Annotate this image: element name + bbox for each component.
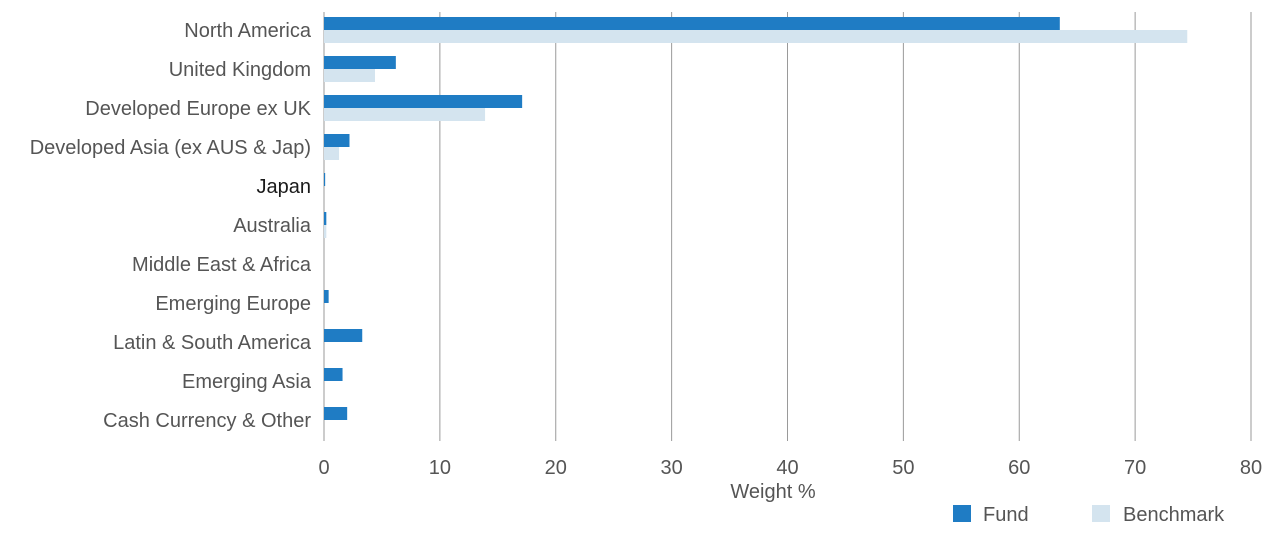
category-label: Australia	[233, 215, 312, 237]
x-tick-label: 30	[661, 457, 683, 479]
x-axis-ticks: 0 10 20 30 40 50 60 70 80	[318, 457, 1262, 479]
bar-benchmark	[324, 69, 375, 82]
x-tick-label: 20	[545, 457, 567, 479]
bar-fund	[324, 212, 327, 225]
legend-label-fund: Fund	[983, 504, 1029, 526]
x-tick-label: 40	[776, 457, 798, 479]
category-label: Cash Currency & Other	[103, 410, 311, 432]
category-label: Emerging Asia	[182, 371, 312, 393]
bar-fund	[324, 173, 326, 186]
x-axis-title: Weight %	[730, 481, 815, 503]
legend-swatch-benchmark	[1092, 505, 1110, 522]
bar-fund	[324, 407, 348, 420]
category-label: Latin & South America	[113, 332, 312, 354]
bar-fund	[324, 134, 350, 147]
x-tick-label: 80	[1240, 457, 1262, 479]
x-tick-label: 50	[892, 457, 914, 479]
category-label: Middle East & Africa	[132, 254, 312, 276]
category-label: North America	[184, 20, 312, 42]
legend-label-benchmark: Benchmark	[1123, 504, 1225, 526]
legend: Fund Benchmark	[953, 504, 1225, 526]
bar-fund	[324, 95, 523, 108]
category-label: United Kingdom	[169, 59, 311, 81]
bar-benchmark	[324, 225, 327, 238]
bar-benchmark	[324, 108, 486, 121]
x-tick-label: 10	[429, 457, 451, 479]
category-label: Developed Europe ex UK	[85, 98, 311, 120]
bar-fund	[324, 368, 343, 381]
category-label: Emerging Europe	[155, 293, 311, 315]
bar-benchmark	[324, 30, 1188, 43]
grid-layer	[323, 12, 1252, 441]
category-label: Japan	[257, 176, 312, 198]
category-labels: North America United Kingdom Developed Eur…	[30, 20, 312, 432]
bar-fund	[324, 17, 1060, 30]
legend-swatch-fund	[953, 505, 971, 522]
bar-fund	[324, 56, 396, 69]
x-tick-label: 0	[318, 457, 329, 479]
bars-layer	[324, 17, 1188, 420]
bar-benchmark	[324, 147, 340, 160]
category-label: Developed Asia (ex AUS & Jap)	[30, 137, 311, 159]
x-tick-label: 70	[1124, 457, 1146, 479]
x-tick-label: 60	[1008, 457, 1030, 479]
bar-fund	[324, 329, 363, 342]
bar-fund	[324, 290, 329, 303]
